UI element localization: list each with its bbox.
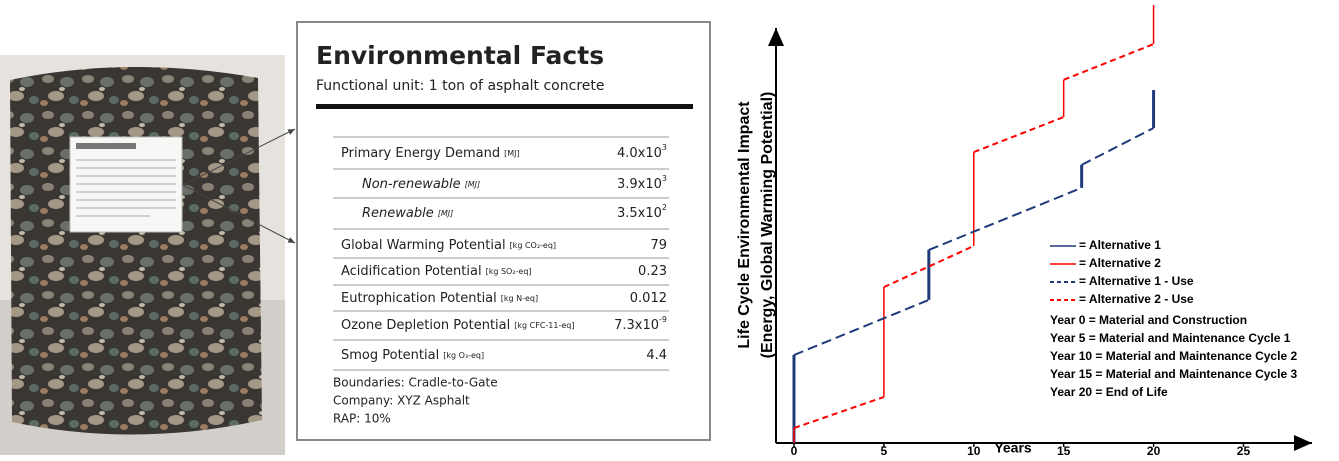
row-name: Eutrophication Potential [kg N-eq] (341, 291, 538, 306)
row-label: Eutrophication Potential (341, 291, 497, 306)
row-label: Primary Energy Demand (341, 146, 500, 161)
row-unit: [kg CFC-11-eq] (514, 321, 574, 330)
row-unit: [MJ] (465, 180, 481, 189)
footer-line: Company: XYZ Asphalt (333, 394, 470, 408)
value-text: 3.9x10 (617, 177, 662, 192)
row-value: 3.5x102 (617, 203, 667, 221)
row-name: Global Warming Potential [kg CO₂-eq] (341, 238, 556, 253)
value-exponent: 3 (662, 143, 667, 152)
label-subtitle: Functional unit: 1 ton of asphalt concre… (316, 78, 604, 94)
legend-label: = Alternative 1 (1079, 238, 1161, 252)
value-text: 3.5x10 (617, 206, 662, 221)
footer-line: Boundaries: Cradle-to-Gate (333, 376, 498, 390)
value-text: 0.012 (630, 291, 667, 306)
row-label: Global Warming Potential (341, 238, 506, 253)
row-label: Renewable (362, 206, 434, 221)
row-name: Acidification Potential [kg SO₂-eq] (341, 264, 532, 279)
photo (0, 55, 296, 455)
value-text: 4.4 (646, 348, 667, 363)
row-name: Ozone Depletion Potential [kg CFC-11-eq] (341, 318, 574, 333)
row-value: 79 (650, 238, 667, 253)
row-name: Primary Energy Demand [MJ] (341, 146, 520, 161)
row-name: Renewable [MJ] (362, 206, 453, 221)
x-tick-label: 25 (1237, 444, 1251, 456)
row-label: Ozone Depletion Potential (341, 318, 510, 333)
row-name: Smog Potential [kg O₃-eq] (341, 348, 484, 363)
annotation: Year 20 = End of Life (1050, 385, 1168, 399)
value-text: 7.3x10 (614, 318, 659, 333)
y-axis-title: Life Cycle Environmental Impact (736, 101, 753, 349)
row-value: 4.0x103 (617, 143, 667, 161)
legend-label: = Alternative 1 - Use (1079, 274, 1194, 288)
series-line (793, 5, 1155, 443)
series-line (792, 90, 1156, 443)
x-tick-label: 15 (1057, 444, 1071, 456)
row-unit: [kg O₃-eq] (443, 351, 484, 360)
x-tick-label: 20 (1147, 444, 1161, 456)
facts-label: Environmental Facts Functional unit: 1 t… (296, 21, 711, 441)
value-text: 0.23 (638, 264, 667, 279)
footer-line: RAP: 10% (333, 412, 391, 426)
row-unit: [kg N-eq] (501, 294, 538, 303)
chart: Years Life Cycle Environmental Impact (E… (736, 5, 1312, 458)
x-tick-label: 5 (881, 444, 888, 456)
row-label: Acidification Potential (341, 264, 482, 279)
label-bar (316, 104, 693, 109)
row-label: Smog Potential (341, 348, 439, 363)
row-value: 3.9x103 (617, 174, 667, 192)
value-exponent: 3 (662, 174, 667, 183)
row-value: 0.23 (638, 264, 667, 279)
legend-label: = Alternative 2 (1079, 256, 1161, 270)
x-axis-title: Years (994, 440, 1032, 456)
row-unit: [MJ] (504, 149, 520, 158)
row-unit: [MJ] (438, 209, 454, 218)
series-line (793, 127, 1155, 356)
annotation: Year 15 = Material and Maintenance Cycle… (1050, 367, 1297, 381)
value-text: 4.0x10 (617, 146, 662, 161)
row-value: 4.4 (646, 348, 667, 363)
row-unit: [kg CO₂-eq] (510, 241, 556, 250)
row-label: Non-renewable (362, 177, 461, 192)
row-unit: [kg SO₂-eq] (486, 267, 532, 276)
x-tick-label: 0 (791, 444, 798, 456)
label-title: Environmental Facts (316, 41, 604, 70)
legend-label: = Alternative 2 - Use (1079, 292, 1194, 306)
annotation: Year 0 = Material and Construction (1050, 313, 1247, 327)
row-value: 7.3x10-9 (614, 315, 667, 333)
x-tick-label: 10 (967, 444, 981, 456)
annotation: Year 10 = Material and Maintenance Cycle… (1050, 349, 1297, 363)
value-text: 79 (650, 238, 667, 253)
y-axis-title: (Energy, Global Warming Potential) (759, 92, 776, 359)
row-name: Non-renewable [MJ] (362, 177, 480, 192)
annotation: Year 5 = Material and Maintenance Cycle … (1050, 331, 1291, 345)
value-exponent: -9 (659, 315, 667, 324)
row-value: 0.012 (630, 291, 667, 306)
value-exponent: 2 (662, 203, 667, 212)
